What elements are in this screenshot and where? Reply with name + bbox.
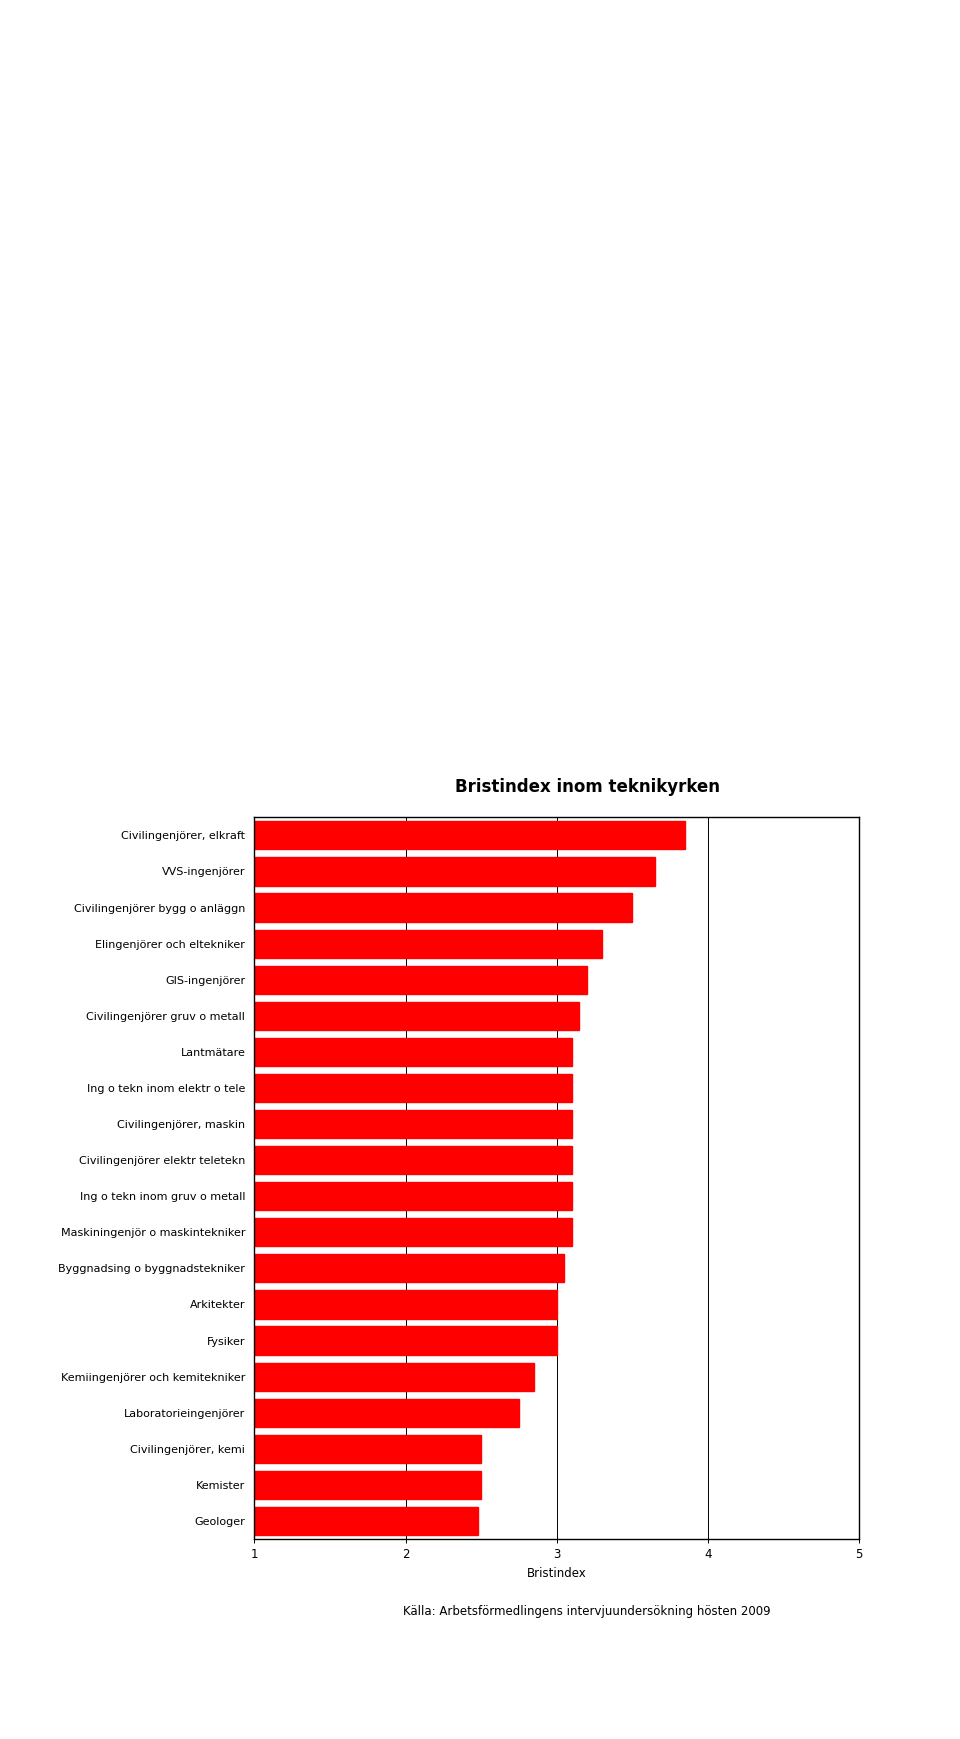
Bar — [254, 1363, 534, 1391]
Bar — [254, 1075, 572, 1103]
X-axis label: Bristindex: Bristindex — [527, 1567, 587, 1579]
Bar — [254, 1398, 519, 1426]
Bar — [254, 1219, 572, 1247]
Bar — [254, 1435, 481, 1462]
Text: Källa: Arbetsförmedlingens intervjuundersökning hösten 2009: Källa: Arbetsförmedlingens intervjuunder… — [403, 1605, 771, 1617]
Bar — [254, 1002, 580, 1029]
Bar — [254, 1290, 557, 1318]
Bar — [254, 965, 588, 993]
Bar — [254, 1146, 572, 1174]
Text: Bristindex inom teknikyrken: Bristindex inom teknikyrken — [454, 779, 720, 796]
Bar — [254, 857, 655, 885]
Bar — [254, 1508, 478, 1536]
Bar — [254, 894, 633, 922]
Bar — [254, 1038, 572, 1066]
Bar — [254, 821, 685, 849]
Bar — [254, 930, 602, 958]
Bar — [254, 1254, 564, 1282]
Bar — [254, 1471, 481, 1499]
Bar — [254, 1327, 557, 1355]
Bar — [254, 1109, 572, 1137]
Bar — [254, 1183, 572, 1210]
